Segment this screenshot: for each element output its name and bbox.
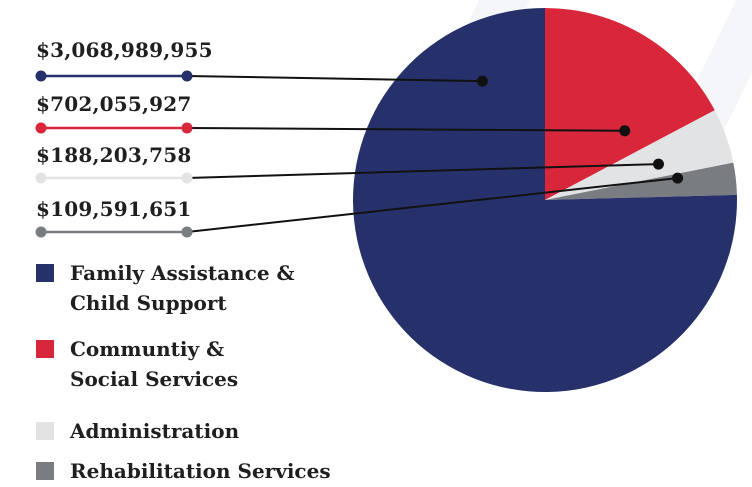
legend-label-administration: Administration [70, 419, 240, 443]
legend-swatch-administration [36, 422, 54, 440]
legend-swatch-family-assistance [36, 264, 54, 282]
underline-dot-right-family-assistance [181, 70, 193, 82]
legend-label-community-services: Communtiy & Social Services [70, 337, 239, 391]
slice-marker-dot-community-services [619, 125, 631, 137]
underline-dot-left-community-services [35, 122, 47, 134]
slice-marker-dot-administration [652, 158, 664, 170]
leader-lines [35, 70, 684, 238]
underline-dot-left-family-assistance [35, 70, 47, 82]
pie-slice-family-assistance [353, 8, 737, 393]
legend-label-rehabilitation: Rehabilitation Services [70, 459, 331, 483]
slice-marker-dot-family-assistance [476, 75, 488, 87]
leader-line-community-services [186, 127, 625, 132]
pie-slice-community-services [545, 8, 715, 200]
leader-line-family-assistance [186, 75, 483, 83]
leader-line-administration [186, 163, 659, 179]
amount-label-community-services: $702,055,927 [36, 92, 192, 116]
pie-slices [353, 8, 737, 393]
amount-label-rehabilitation: $109,591,651 [36, 197, 192, 221]
underline-dot-left-rehabilitation [35, 226, 47, 238]
amount-label-administration: $188,203,758 [36, 143, 192, 167]
leader-line-rehabilitation [186, 177, 678, 233]
underline-dot-left-administration [35, 172, 47, 184]
underline-dot-right-administration [181, 172, 193, 184]
amount-label-family-assistance: $3,068,989,955 [36, 38, 213, 62]
underline-dot-right-rehabilitation [181, 226, 193, 238]
legend-swatch-community-services [36, 340, 54, 358]
slice-marker-dot-rehabilitation [672, 172, 684, 184]
legend-label-family-assistance: Family Assistance & Child Support [70, 261, 295, 315]
legend-swatch-rehabilitation [36, 462, 54, 480]
underline-dot-right-community-services [181, 122, 193, 134]
pie-slice-administration [545, 110, 734, 200]
